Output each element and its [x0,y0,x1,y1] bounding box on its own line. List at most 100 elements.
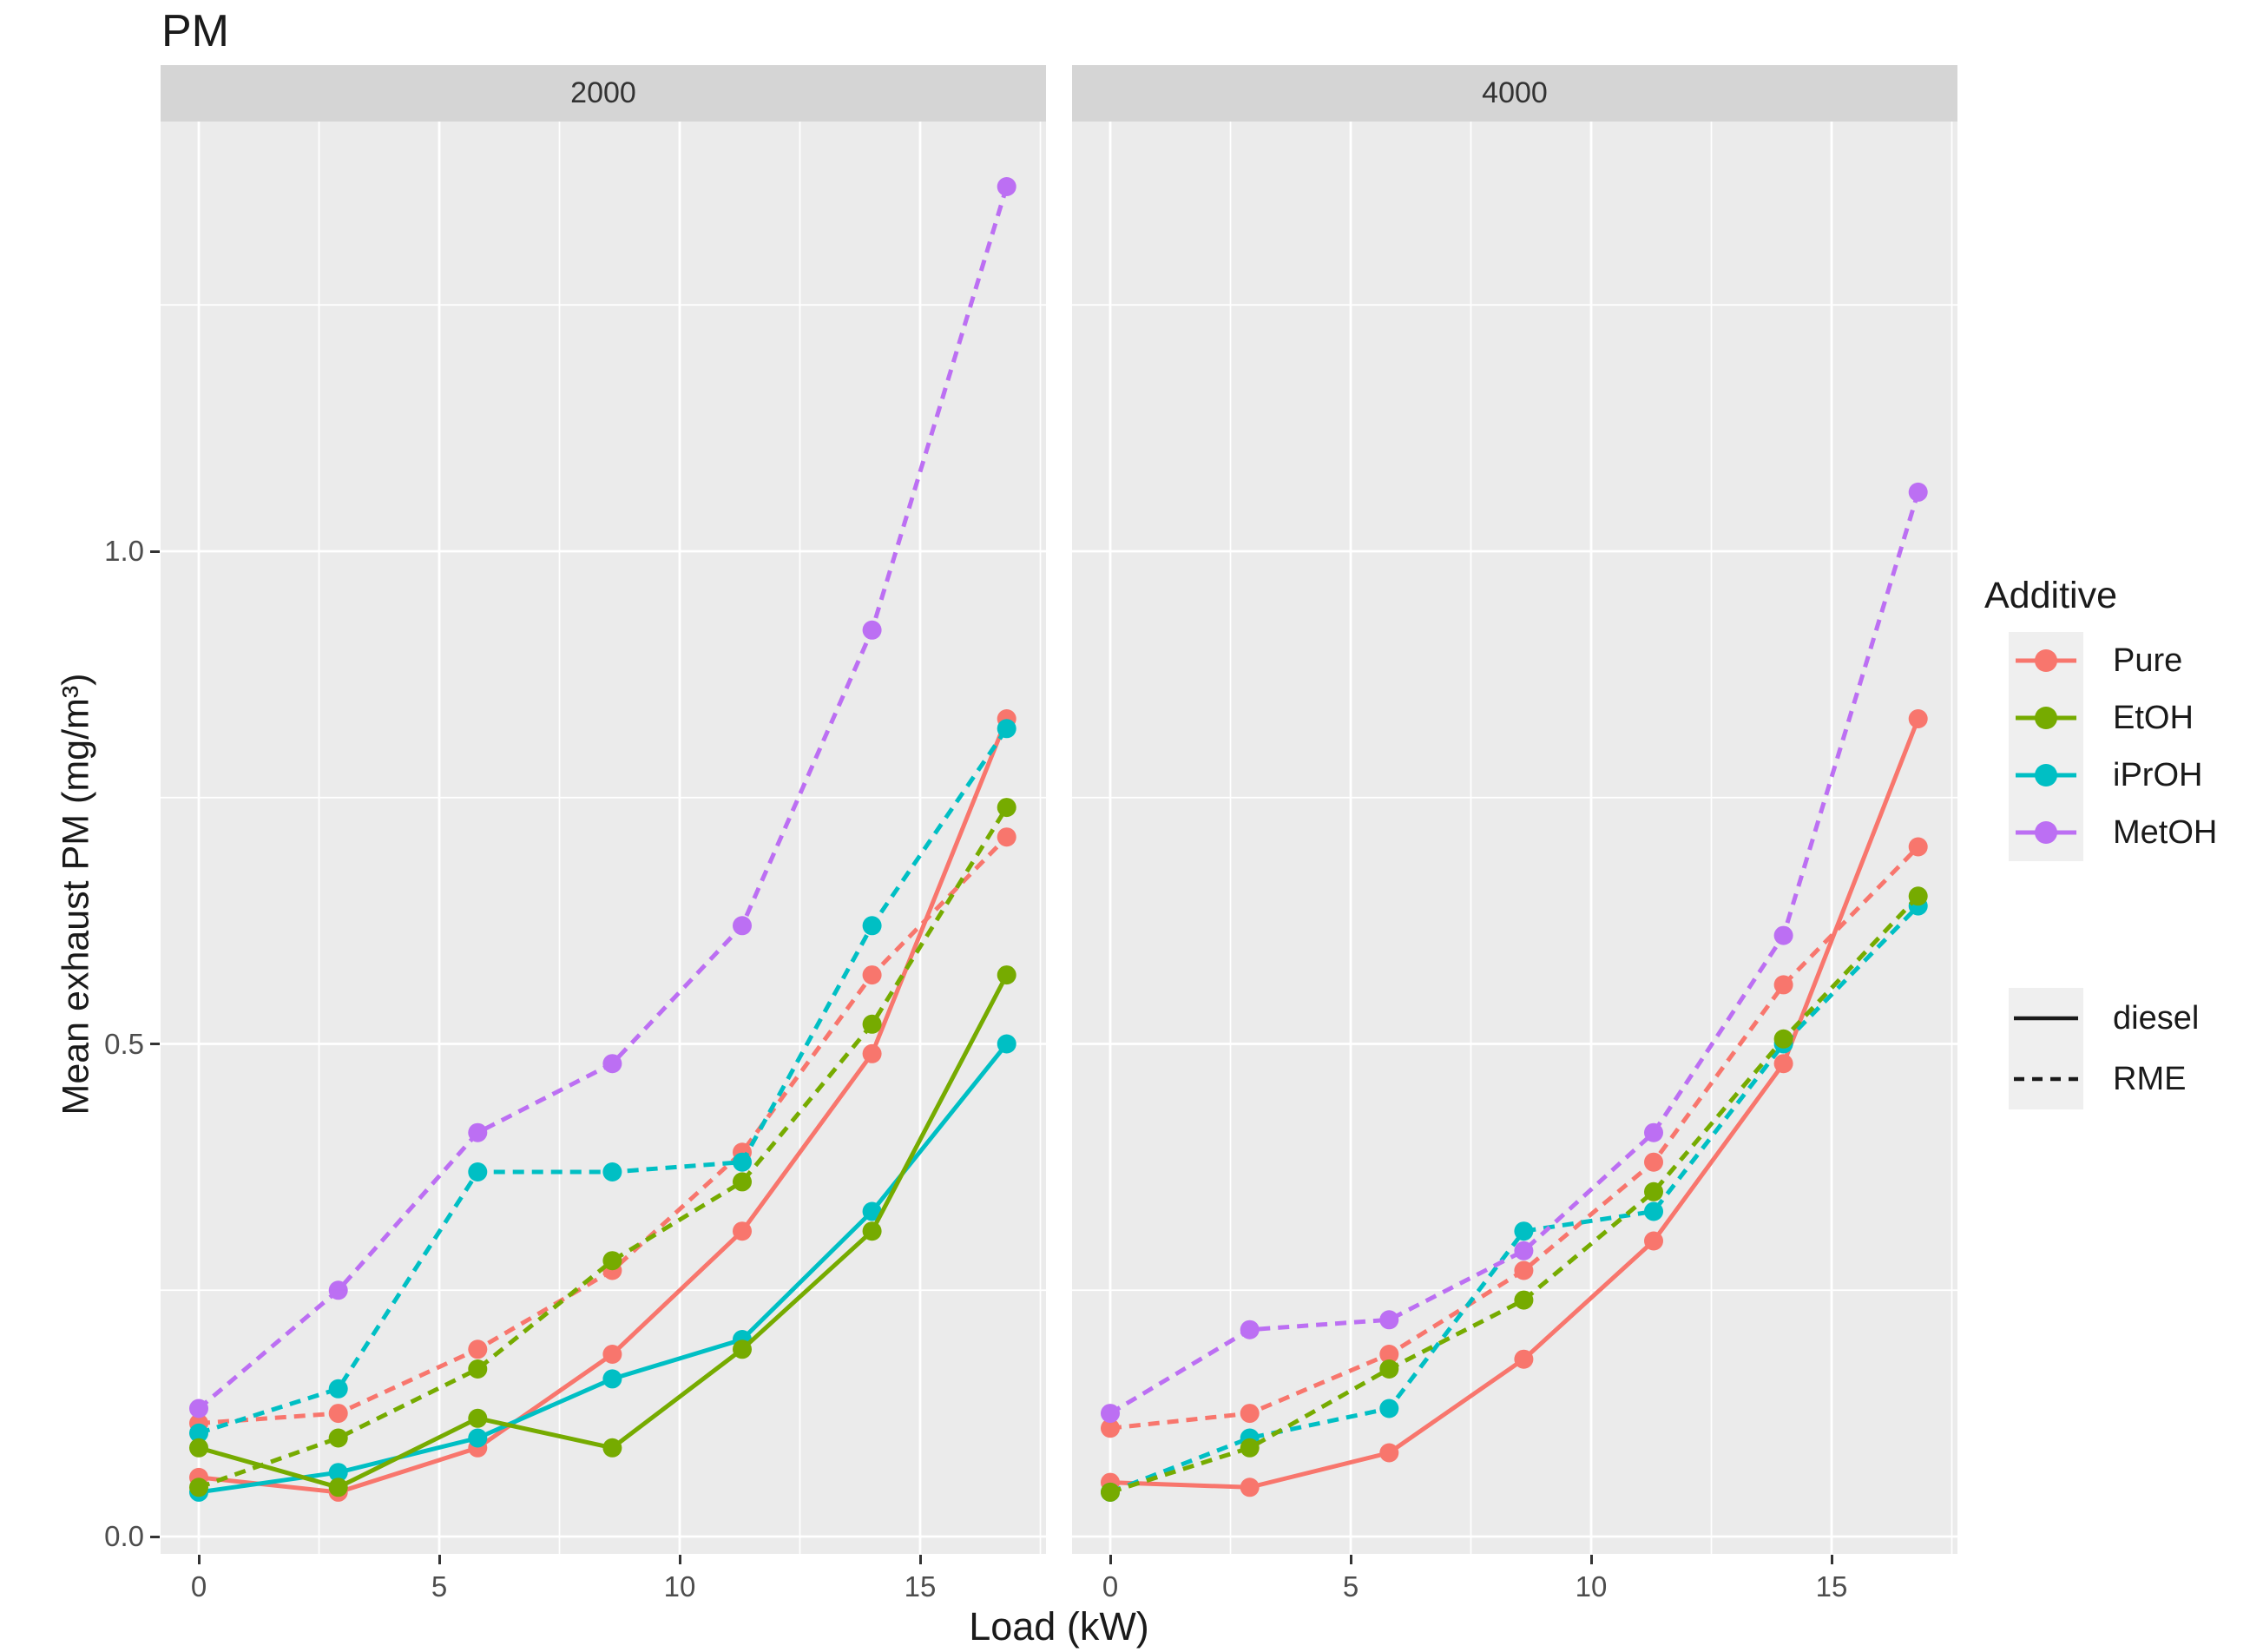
point-etoh-rme-16.8 [997,798,1016,818]
legend-item-label: MetOH [2113,813,2218,851]
legend-item-label: iPrOH [2113,756,2203,793]
legend-item-metoh: MetOH [2009,804,2217,861]
point-pure-rme-14 [862,965,882,985]
x-tick-mark [1831,1555,1833,1564]
point-iproh-rme-16.8 [997,719,1016,739]
point-metoh-rme-14 [1773,925,1793,945]
point-iproh-diesel-8.6 [602,1369,622,1389]
x-tick-label: 5 [1342,1570,1359,1603]
legend-item-pure: Pure [2009,632,2217,689]
pure-legend-key-icon [2009,632,2083,689]
point-etoh-rme-14 [1773,1029,1793,1049]
x-tick-mark [1109,1555,1112,1564]
x-tick-mark [1590,1555,1593,1564]
legend-additive-items: Pure EtOH iPrOH MetOH [2009,632,2217,861]
point-iproh-rme-14 [862,916,882,936]
legend-item-iproh: iPrOH [2009,747,2217,804]
x-axis-title: Load (kW) [969,1604,1149,1649]
point-iproh-diesel-2.9 [328,1463,348,1483]
rme-legend-key-icon [2009,1049,2083,1109]
point-pure-diesel-5.8 [1379,1443,1399,1463]
point-metoh-rme-8.6 [1514,1241,1534,1260]
y-tick-label: 0.0 [104,1520,144,1552]
point-pure-rme-5.8 [468,1339,488,1359]
point-etoh-diesel-11.3 [733,1339,752,1359]
legend-linetype-items: diesel RME [2009,988,2199,1109]
point-pure-rme-14 [1773,975,1793,995]
point-pure-rme-16.8 [997,827,1016,847]
legend-item-label: EtOH [2113,699,2194,736]
point-etoh-diesel-5.8 [468,1408,488,1428]
point-iproh-rme-8.6 [1514,1221,1534,1241]
point-etoh-rme-5.8 [468,1359,488,1379]
point-pure-diesel-16.8 [1908,709,1928,728]
x-tick-mark [679,1555,681,1564]
point-metoh-rme-11.3 [733,916,752,936]
point-etoh-rme-2.9 [1240,1438,1260,1458]
point-pure-diesel-8.6 [602,1345,622,1364]
point-iproh-rme-0 [189,1423,208,1443]
facet-panel-2000 [161,122,1046,1554]
point-pure-diesel-2.9 [1240,1478,1260,1497]
point-metoh-rme-5.8 [468,1122,488,1142]
etoh-legend-key-icon [2009,689,2083,747]
point-metoh-rme-8.6 [602,1054,622,1074]
legend-item-diesel: diesel [2009,988,2199,1049]
point-pure-rme-2.9 [328,1404,348,1424]
point-pure-diesel-14 [862,1043,882,1063]
point-metoh-rme-0 [189,1399,208,1418]
point-metoh-rme-0 [1101,1404,1120,1424]
x-tick-label: 0 [1102,1570,1119,1603]
point-etoh-diesel-8.6 [602,1438,622,1458]
x-tick-label: 15 [904,1570,937,1603]
point-etoh-diesel-0 [189,1438,208,1458]
y-tick-label: 1.0 [104,535,144,567]
point-iproh-diesel-16.8 [997,1034,1016,1054]
point-pure-diesel-14 [1773,1054,1793,1074]
point-pure-rme-2.9 [1240,1404,1260,1424]
point-pure-rme-16.8 [1908,837,1928,857]
x-tick-label: 5 [431,1570,448,1603]
point-etoh-rme-5.8 [1379,1359,1399,1379]
panel-background [1072,122,1957,1554]
facet-strip-4000: 4000 [1072,65,1957,122]
point-etoh-rme-14 [862,1014,882,1034]
x-tick-label: 0 [190,1570,207,1603]
point-iproh-rme-11.3 [1644,1201,1663,1221]
point-iproh-diesel-14 [862,1201,882,1221]
point-iproh-rme-11.3 [733,1152,752,1172]
legend-item-label: Pure [2113,642,2183,679]
y-tick-mark [150,550,160,553]
point-iproh-rme-5.8 [468,1162,488,1181]
point-iproh-rme-2.9 [328,1379,348,1399]
x-tick-label: 15 [1815,1570,1848,1603]
point-etoh-rme-11.3 [1644,1181,1663,1201]
legend-point [2035,764,2057,787]
facet-strip-2000: 2000 [161,65,1046,122]
legend-point [2035,707,2057,729]
point-etoh-rme-16.8 [1908,886,1928,906]
point-pure-rme-5.8 [1379,1345,1399,1364]
point-pure-rme-8.6 [1514,1260,1534,1280]
legend-point [2035,821,2057,844]
y-axis-title: Mean exhaust PM (mg/m³) [55,673,97,1116]
point-metoh-rme-16.8 [997,177,1016,196]
point-iproh-diesel-5.8 [468,1428,488,1448]
point-etoh-rme-0 [189,1478,208,1497]
page-title: PM [161,6,229,56]
legend-item-etoh: EtOH [2009,689,2217,747]
point-etoh-diesel-2.9 [328,1478,348,1497]
x-tick-mark [198,1555,201,1564]
legend-item-label: RME [2113,1060,2187,1097]
point-etoh-rme-8.6 [1514,1290,1534,1310]
point-iproh-rme-5.8 [1379,1399,1399,1418]
point-metoh-rme-16.8 [1908,482,1928,502]
point-etoh-diesel-14 [862,1221,882,1241]
iproh-legend-key-icon [2009,747,2083,804]
x-tick-mark [919,1555,922,1564]
point-etoh-rme-2.9 [328,1428,348,1448]
point-metoh-rme-2.9 [328,1280,348,1300]
y-tick-label: 0.5 [104,1028,144,1060]
point-iproh-rme-8.6 [602,1162,622,1181]
